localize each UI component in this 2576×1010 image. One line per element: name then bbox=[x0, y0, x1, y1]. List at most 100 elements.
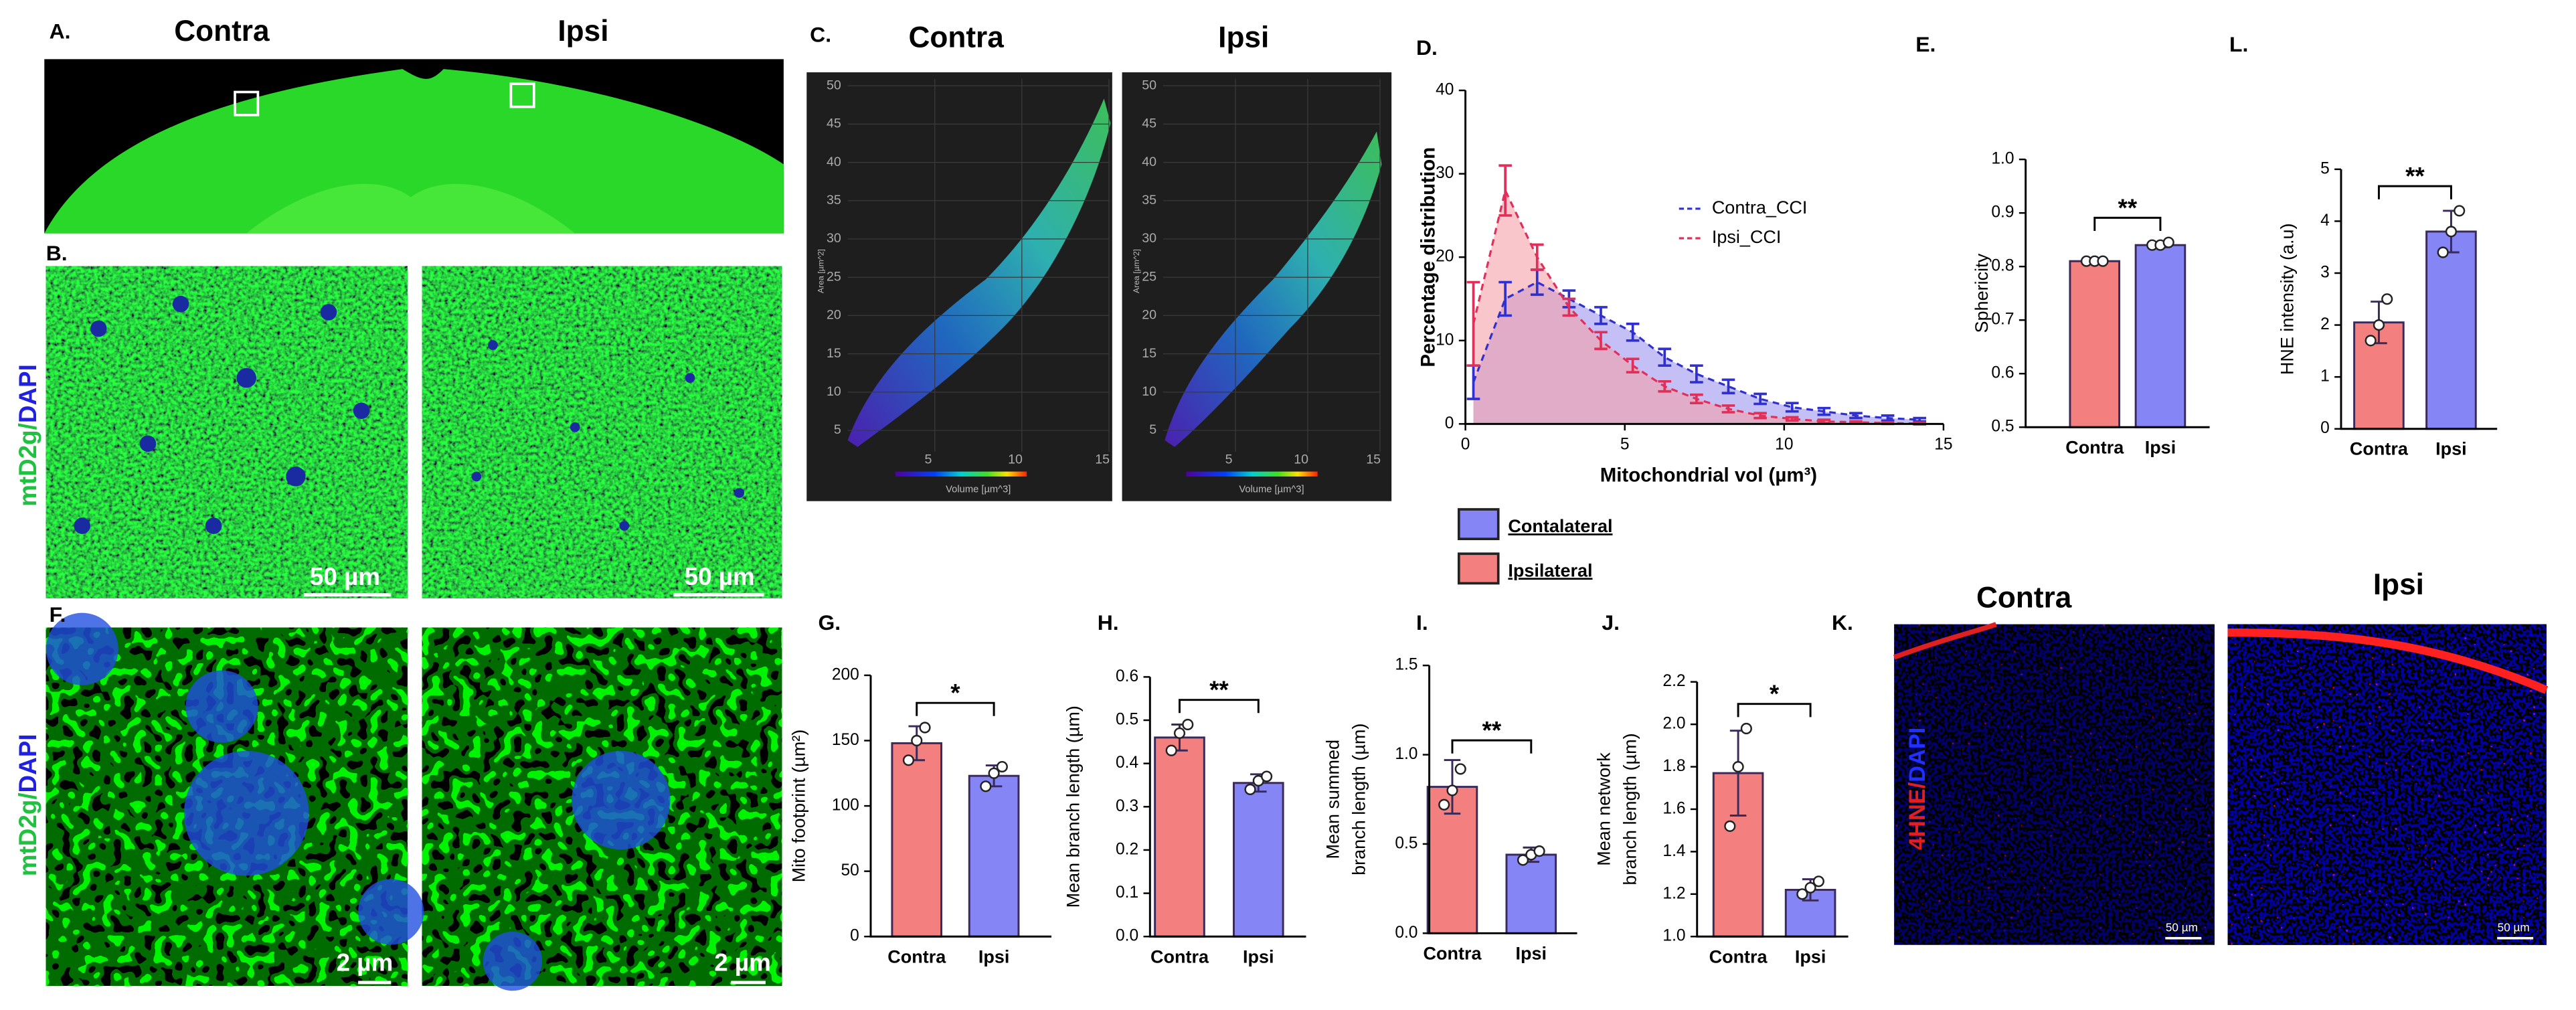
significance-bracket bbox=[2377, 185, 2452, 199]
data-point bbox=[1812, 875, 1824, 888]
data-point bbox=[1260, 770, 1273, 782]
bar bbox=[1154, 736, 1205, 938]
panel-label: J. bbox=[1602, 610, 1620, 635]
scale-label: 2 µm bbox=[714, 949, 771, 977]
data-point bbox=[980, 780, 992, 792]
y-tick-label: 25 bbox=[827, 269, 841, 284]
y-tick-label: 0.5 bbox=[1116, 711, 1138, 729]
point-cloud bbox=[1165, 131, 1382, 447]
significance-label: ** bbox=[1209, 676, 1229, 703]
x-tick-label: Contra bbox=[1423, 943, 1482, 963]
data-point bbox=[2162, 236, 2174, 248]
error-bar bbox=[1690, 364, 1703, 384]
x-tick-label: Ipsi bbox=[2435, 439, 2467, 459]
error-bar bbox=[1466, 280, 1480, 367]
y-tick-label: 2.0 bbox=[1662, 715, 1685, 733]
data-point bbox=[1517, 854, 1529, 866]
error-bar bbox=[1817, 406, 1831, 416]
bar bbox=[891, 742, 943, 938]
significance-label: ** bbox=[1482, 717, 1502, 744]
y-tick-label: 1.2 bbox=[1662, 884, 1685, 902]
y-tick-label: 20 bbox=[827, 308, 841, 323]
y-tick-label: 0.7 bbox=[1991, 311, 2014, 329]
data-point bbox=[1446, 784, 1458, 796]
bar bbox=[2425, 230, 2477, 430]
x-tick-label: Contra bbox=[2350, 439, 2409, 459]
y-tick-label: 3 bbox=[2320, 264, 2330, 282]
x-axis-label: Volume [µm^3] bbox=[946, 484, 1011, 495]
error-bar bbox=[1562, 297, 1576, 317]
scale-label: 50 µm bbox=[2498, 920, 2530, 934]
y-tick-label: 0.5 bbox=[1991, 418, 2014, 436]
y-tick-label: 15 bbox=[827, 346, 841, 361]
y-tick-label: 20 bbox=[1436, 248, 1454, 266]
y-axis-label: Mean branch length (µm) bbox=[1063, 705, 1084, 908]
y-tick-label: 35 bbox=[827, 193, 841, 207]
image-title: Ipsi bbox=[557, 15, 608, 48]
micro-image bbox=[1894, 624, 2215, 945]
data-point bbox=[2381, 293, 2393, 305]
brain-image bbox=[44, 69, 784, 234]
y-tick-label: 0.4 bbox=[1116, 754, 1138, 772]
y-tick-label: 45 bbox=[827, 116, 841, 131]
error-bar bbox=[1498, 280, 1512, 317]
data-point bbox=[1454, 763, 1466, 775]
color-bar bbox=[895, 471, 1027, 477]
y-tick-label: 0.1 bbox=[1116, 883, 1138, 902]
y-tick-label: 50 bbox=[827, 78, 841, 92]
error-bar bbox=[1626, 323, 1640, 342]
y-tick-label: 10 bbox=[827, 384, 841, 399]
panel-label: F. bbox=[50, 602, 66, 626]
significance-label: ** bbox=[2405, 163, 2425, 190]
error-bar bbox=[1753, 392, 1767, 406]
y-tick-label: 1 bbox=[2320, 367, 2330, 386]
significance-bracket bbox=[1451, 739, 1533, 754]
y-tick-label: 4 bbox=[2320, 212, 2330, 230]
y-axis-label: HNE intensity (a.u) bbox=[2278, 224, 2298, 375]
error-bar bbox=[1881, 414, 1895, 422]
y-tick-label: 0.5 bbox=[1395, 834, 1418, 852]
y-axis-label: Mito footprint (µm²) bbox=[789, 730, 809, 883]
brain-detail bbox=[246, 183, 576, 234]
y-tick-label: 30 bbox=[1142, 231, 1156, 246]
data-point bbox=[1804, 881, 1816, 894]
x-tick-label: 5 bbox=[924, 452, 932, 467]
significance-bracket bbox=[916, 701, 995, 716]
image-title: Contra bbox=[1976, 582, 2072, 614]
scale-label: 50 µm bbox=[2166, 920, 2198, 934]
error-bar bbox=[1690, 393, 1703, 405]
error-bar bbox=[1785, 402, 1799, 413]
y-tick-label: 150 bbox=[832, 731, 859, 749]
data-point bbox=[1533, 845, 1545, 857]
plot-bg bbox=[1122, 72, 1392, 501]
y-tick-label: 35 bbox=[1142, 193, 1156, 207]
y-tick-label: 50 bbox=[841, 861, 859, 879]
data-point bbox=[2365, 335, 2377, 347]
y-tick-label: 1.6 bbox=[1662, 799, 1685, 817]
x-tick-label: 15 bbox=[1934, 436, 1952, 454]
data-point bbox=[2097, 255, 2109, 267]
y-axis-label: Area [µm^2] bbox=[1132, 249, 1141, 293]
data-point bbox=[2454, 205, 2466, 217]
x-tick-label: 10 bbox=[1294, 452, 1308, 467]
x-tick-label: Ipsi bbox=[978, 946, 1010, 966]
data-point bbox=[1182, 718, 1194, 731]
data-point bbox=[2373, 319, 2385, 331]
stain-label: 4HNE/DAPI bbox=[1905, 728, 1930, 850]
data-point bbox=[996, 760, 1008, 773]
x-tick-label: 15 bbox=[1095, 452, 1110, 467]
y-tick-label: 1.8 bbox=[1662, 757, 1685, 775]
data-point bbox=[1244, 783, 1256, 796]
error-bar bbox=[1721, 378, 1735, 395]
error-bar bbox=[1721, 404, 1735, 414]
error-bar bbox=[1658, 380, 1672, 393]
image-title: Contra bbox=[908, 21, 1004, 54]
panel-label: H. bbox=[1098, 610, 1119, 635]
y-tick-label: 50 bbox=[1142, 78, 1156, 92]
image-title: Ipsi bbox=[2373, 568, 2424, 601]
x-tick-label: Ipsi bbox=[1243, 946, 1274, 966]
stain-label: mtD2g/DAPI bbox=[14, 364, 41, 507]
y-tick-label: 10 bbox=[1142, 384, 1156, 399]
panel-label: A. bbox=[50, 19, 71, 44]
